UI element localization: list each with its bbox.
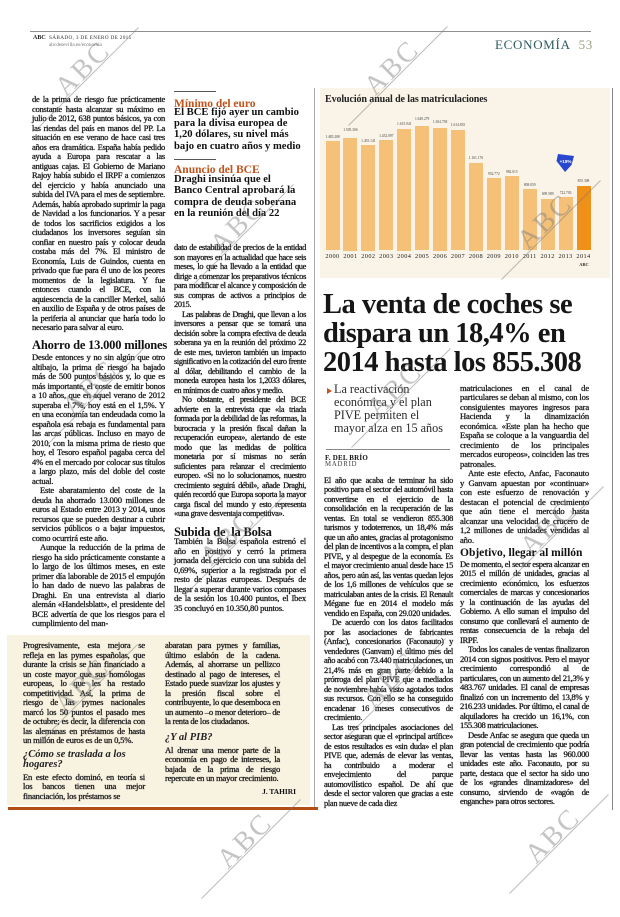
svg-text:+18%: +18% (560, 159, 572, 164)
